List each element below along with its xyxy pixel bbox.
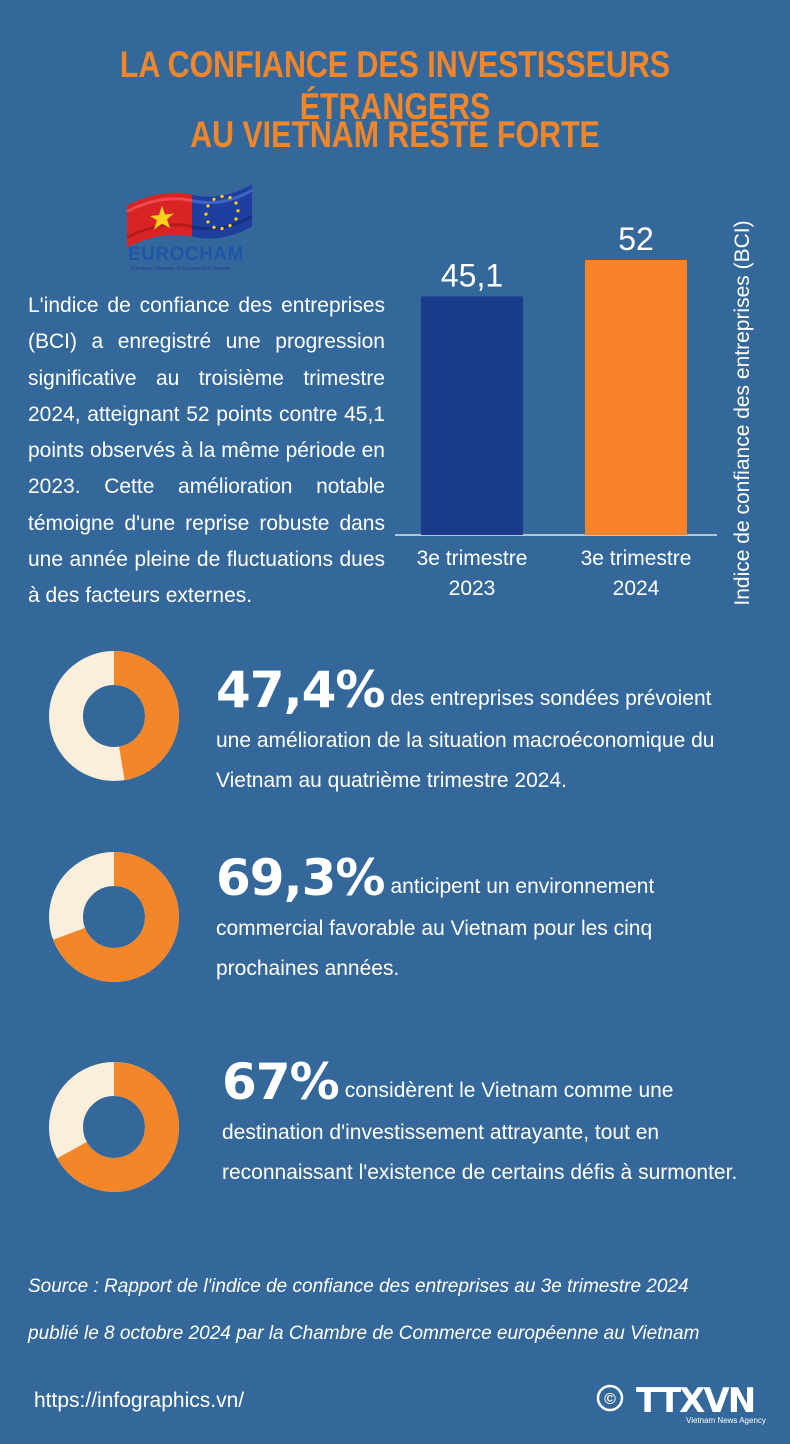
stat-block-2: 69,3% anticipent un environnement commerc… [216, 853, 776, 989]
bar-category-label-0-0: 3e trimestre [417, 547, 528, 570]
stat-block-1: 47,4% des entreprises sondées prévoient u… [216, 665, 776, 801]
eurocham-logo-subtitle: European Chamber of Commerce in Vietnam [131, 266, 231, 272]
bar-category-label-1-0: 3e trimestre [581, 547, 692, 570]
bar-category-label-0-1: 2023 [449, 577, 496, 600]
donut-chart-1 [49, 651, 179, 781]
intro-paragraph: L'indice de confiance des entreprises (B… [28, 294, 385, 608]
source-line-2: publié le 8 octobre 2024 par la Chambre … [28, 1323, 700, 1344]
stat-text-3a: considèrent le Vietnam comme une [344, 1079, 674, 1102]
stat-block-3: 67% considèrent le Vietnam comme une dest… [222, 1057, 782, 1193]
stat-percent-2: 69,3% [216, 849, 385, 907]
ttxvn-brand-text: TTXVN [636, 1381, 754, 1421]
bar-value-label-0: 45,1 [441, 257, 503, 293]
stat-text-2b: commercial favorable au Vietnam pour les… [216, 917, 653, 940]
donut-chart-2 [49, 852, 180, 982]
ttxvn-brand-sub: Vietnam News Agency [686, 1416, 766, 1425]
stat-text-1c: Vietnam au quatrième trimestre 2024. [216, 769, 567, 792]
stat-percent-3: 67% [222, 1053, 340, 1111]
stat-text-2a: anticipent un environnement [390, 875, 655, 898]
bar-category-label-1-1: 2024 [613, 577, 660, 600]
bar-value-label-1: 52 [618, 221, 654, 257]
donut-segment-2 [53, 852, 180, 982]
stat-text-2c: prochaines années. [216, 957, 400, 980]
donut-segment-1 [114, 651, 179, 781]
bar-1 [585, 260, 687, 535]
copyright-symbol: © [604, 1391, 616, 1408]
page-title-line1: LA CONFIANCE DES INVESTISSEURS ÉTRANGERS [119, 44, 671, 127]
bar-0 [421, 296, 523, 535]
bci-bar-chart: 45,1 3e trimestre 2023 52 3e trimestre 2024 In… [395, 220, 754, 606]
donut-chart-3 [49, 1062, 179, 1192]
source-line-1: Source : Rapport de l'indice de confianc… [28, 1276, 689, 1297]
eurocham-logo-name: EUROCHAM [128, 244, 244, 265]
stat-text-3c: reconnaissant l'existence de certains dé… [222, 1161, 738, 1184]
stat-text-1a: des entreprises sondées prévoient [390, 687, 712, 710]
stat-percent-1: 47,4% [216, 661, 385, 719]
donut-segment-3 [57, 1062, 179, 1192]
stat-text-1b: une amélioration de la situation macroéc… [216, 729, 715, 752]
ttxvn-logo: © TTXVN Vietnam News Agency [596, 1381, 766, 1425]
stat-text-3b: destination d'investissement attrayante,… [222, 1121, 660, 1144]
eurocham-flag-logo [126, 184, 253, 248]
chart-y-axis-label: Indice de confiance des entreprises (BCI… [731, 220, 754, 605]
page-title-line2: AU VIETNAM RESTE FORTE [190, 114, 600, 155]
footer-url-link[interactable]: https://infographics.vn/ [34, 1389, 245, 1412]
